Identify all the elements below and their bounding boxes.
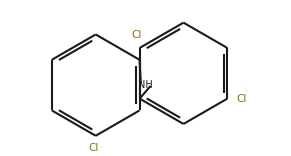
Text: NH: NH [138, 80, 153, 90]
Text: Cl: Cl [131, 30, 141, 40]
Text: Cl: Cl [237, 94, 247, 104]
Text: Cl: Cl [89, 143, 99, 153]
